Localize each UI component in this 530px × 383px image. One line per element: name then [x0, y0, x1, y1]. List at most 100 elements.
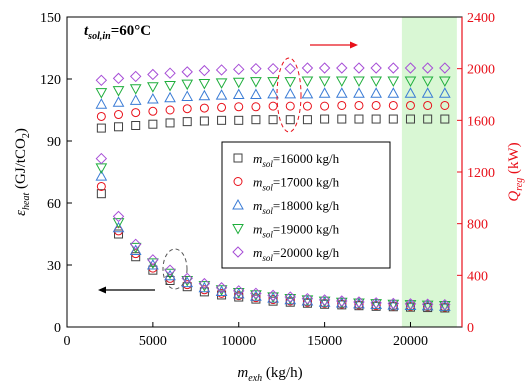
eps-heat-point: [112, 210, 125, 223]
arrow-right-axis: [310, 41, 358, 49]
right-y-axis-label: Qreg (kW): [506, 142, 525, 201]
q-reg-point: [114, 122, 124, 132]
eps-heat-point: [353, 296, 365, 308]
q-reg-point: [251, 102, 261, 112]
eps-heat-point: [404, 298, 417, 310]
q-reg-point: [370, 87, 382, 98]
q-reg-point: [335, 87, 348, 98]
eps-heat-point: [164, 269, 176, 281]
eps-heat-point: [353, 298, 365, 310]
q-reg-point: [96, 123, 106, 133]
legend-marker: [232, 224, 244, 235]
q-reg-point: [114, 110, 124, 120]
q-reg-point: [354, 100, 364, 110]
eps-heat-point: [335, 297, 348, 309]
q-reg-point: [198, 64, 211, 77]
legend-marker: [233, 153, 243, 163]
q-reg-point: [215, 89, 228, 100]
eps-heat-point: [147, 254, 159, 266]
q-reg-point: [267, 87, 279, 99]
ellipse-eps-group: [162, 248, 188, 290]
q-reg-point: [421, 87, 434, 98]
q-reg-point: [165, 118, 175, 128]
left-y-tick-label: 90: [47, 135, 61, 150]
q-reg-point: [404, 87, 417, 98]
q-reg-point: [148, 106, 158, 116]
q-reg-point: [371, 114, 381, 124]
q-reg-point: [404, 76, 417, 87]
q-reg-point: [353, 62, 365, 74]
q-reg-point: [337, 114, 347, 124]
eps-heat-point: [112, 218, 125, 229]
eps-heat-point: [164, 268, 176, 280]
q-reg-point: [96, 111, 106, 121]
q-reg-point: [147, 92, 159, 104]
q-reg-point: [182, 117, 192, 127]
eps-heat-point: [387, 297, 400, 310]
q-reg-point: [234, 102, 244, 112]
x-tick-label: 5000: [139, 334, 167, 349]
q-reg-point: [164, 91, 176, 103]
eps-heat-point: [96, 181, 106, 191]
left-y-axis-label: εheat (GJ/tCO2): [13, 128, 32, 216]
q-reg-point: [148, 119, 158, 129]
eps-heat-point: [147, 258, 159, 269]
q-reg-point: [232, 88, 245, 99]
q-reg-point: [95, 74, 108, 86]
eps-heat-point: [387, 299, 400, 311]
q-reg-point: [370, 62, 382, 74]
eps-heat-point: [301, 292, 314, 305]
right-y-axis-ticks: 0 400 800 1200 1600 2000 2400: [457, 11, 495, 336]
eps-heat-point: [250, 287, 262, 300]
q-reg-point: [387, 87, 400, 98]
x-tick-label: 20000: [393, 334, 428, 349]
q-reg-point: [354, 114, 364, 124]
q-reg-point: [353, 87, 365, 98]
q-reg-point: [318, 62, 331, 74]
eps-heat-point: [301, 295, 314, 306]
eps-heat-point: [95, 152, 108, 165]
q-reg-point: [405, 100, 415, 110]
right-y-tick-label: 800: [467, 218, 488, 233]
eps-heat-point: [198, 281, 211, 293]
q-reg-point: [318, 87, 331, 98]
eps-heat-point: [318, 294, 331, 306]
q-reg-point: [284, 62, 296, 75]
q-reg-point: [302, 115, 312, 125]
legend-label: msol=16000 kg/h: [253, 151, 340, 169]
q-reg-point: [131, 121, 141, 130]
eps-heat-point: [129, 238, 142, 251]
eps-heat-point: [164, 264, 176, 276]
q-reg-point: [250, 62, 262, 75]
q-reg-point: [250, 77, 262, 88]
q-reg-point: [129, 94, 142, 105]
eps-heat-point: [438, 301, 451, 312]
q-reg-point: [404, 62, 417, 74]
q-reg-point: [440, 114, 450, 124]
legend-marker: [232, 246, 244, 258]
q-reg-point: [438, 87, 451, 98]
ellipse-q-group: [276, 57, 302, 133]
right-y-tick-label: 1600: [467, 114, 495, 129]
q-reg-point: [423, 114, 433, 124]
q-reg-point: [232, 77, 245, 89]
q-reg-point: [233, 63, 245, 76]
right-y-tick-label: 2000: [467, 63, 495, 78]
eps-heat-point: [147, 258, 159, 270]
q-reg-point: [268, 101, 278, 111]
q-reg-point: [267, 62, 279, 75]
legend-box: [221, 141, 391, 269]
eps-heat-point: [181, 272, 193, 285]
x-tick-label: 0: [64, 334, 71, 349]
q-reg-point: [267, 77, 279, 88]
q-reg-point: [217, 102, 227, 112]
left-y-tick-label: 150: [40, 11, 61, 26]
left-y-tick-label: 30: [47, 259, 61, 274]
q-reg-point: [268, 115, 278, 125]
eps-heat-point: [267, 289, 279, 302]
eps-heat-point: [148, 265, 158, 275]
q-reg-point: [95, 88, 108, 99]
legend-label: msol=19000 kg/h: [253, 222, 340, 240]
q-reg-point: [181, 66, 193, 78]
